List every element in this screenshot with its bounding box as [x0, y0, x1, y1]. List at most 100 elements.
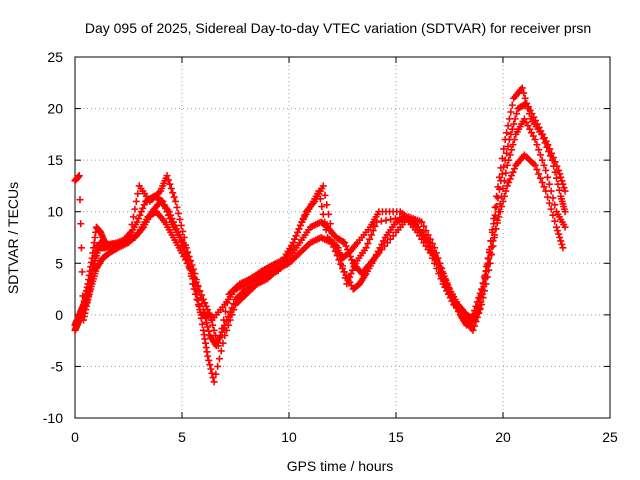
data-point	[193, 295, 201, 303]
data-point	[315, 187, 323, 195]
data-point	[545, 148, 553, 156]
data-point	[493, 192, 501, 200]
data-point	[547, 205, 555, 213]
data-point	[506, 151, 514, 159]
data-point	[162, 204, 170, 212]
data-point	[339, 238, 347, 246]
data-point	[213, 337, 221, 345]
data-point	[475, 306, 483, 314]
data-point	[224, 321, 232, 329]
data-point	[163, 172, 171, 180]
data-point	[77, 220, 85, 228]
y-tick-label: 5	[55, 255, 63, 271]
data-point	[544, 193, 552, 201]
data-point	[326, 220, 334, 228]
data-point	[163, 208, 171, 216]
data-point	[428, 254, 436, 262]
data-point	[215, 355, 223, 363]
data-point	[318, 203, 326, 211]
data-point	[501, 136, 509, 144]
data-point	[373, 218, 381, 226]
data-point	[366, 235, 374, 243]
series-trace-3	[71, 99, 569, 386]
data-point	[508, 125, 516, 133]
data-point	[321, 191, 329, 199]
data-point	[207, 365, 215, 373]
y-tick-label: 10	[47, 204, 63, 220]
y-tick-label: 25	[47, 49, 63, 65]
data-point	[551, 217, 559, 225]
data-point	[493, 216, 501, 224]
data-point	[216, 333, 224, 341]
data-point	[513, 110, 521, 118]
data-point	[533, 141, 541, 149]
data-point	[506, 175, 514, 183]
data-point	[133, 218, 141, 226]
data-point	[509, 141, 517, 149]
data-point	[509, 168, 517, 176]
data-point	[504, 122, 512, 130]
data-point	[369, 227, 377, 235]
data-point	[561, 187, 569, 195]
data-point	[503, 161, 511, 169]
data-point	[500, 145, 508, 153]
data-point	[222, 307, 230, 315]
data-point	[337, 256, 345, 264]
data-point	[557, 173, 565, 181]
data-point	[164, 176, 172, 184]
data-point	[221, 331, 229, 339]
data-point	[228, 311, 236, 319]
data-point	[136, 211, 144, 219]
data-point	[558, 240, 566, 248]
data-point	[553, 223, 560, 231]
data-point	[484, 259, 492, 267]
data-point	[496, 200, 504, 208]
data-point	[538, 178, 546, 186]
data-point	[518, 84, 526, 92]
data-point	[78, 268, 86, 276]
data-point	[505, 115, 513, 123]
y-tick-label: 20	[47, 101, 63, 117]
data-point	[316, 195, 324, 203]
data-point	[391, 215, 399, 223]
data-point	[437, 264, 445, 272]
data-point	[478, 290, 486, 298]
data-point	[205, 327, 213, 335]
y-tick-label: 15	[47, 152, 63, 168]
data-point	[424, 238, 432, 246]
data-point	[497, 177, 505, 185]
data-point	[289, 239, 297, 247]
data-point	[492, 225, 500, 233]
data-point	[498, 154, 506, 162]
series-trace-1	[71, 151, 567, 334]
y-tick-label: 0	[55, 307, 63, 323]
data-point	[177, 238, 185, 246]
data-point	[226, 316, 234, 324]
data-point	[214, 342, 222, 350]
data-point	[503, 149, 511, 157]
data-point	[127, 228, 135, 236]
data-point	[544, 173, 552, 181]
data-point	[551, 168, 559, 176]
data-point	[531, 161, 539, 169]
data-point	[205, 356, 213, 364]
data-point	[551, 201, 559, 209]
data-point	[538, 156, 546, 164]
data-point	[491, 211, 499, 219]
data-point	[502, 169, 510, 177]
data-point	[323, 201, 331, 209]
data-point	[342, 242, 350, 250]
data-point	[559, 244, 567, 252]
data-point	[164, 211, 172, 219]
data-point	[545, 180, 553, 188]
x-tick-label: 5	[178, 429, 186, 445]
data-point	[169, 189, 177, 197]
data-point	[488, 226, 496, 234]
data-point	[362, 244, 370, 252]
data-point	[437, 275, 445, 283]
data-point	[328, 229, 336, 237]
data-point	[543, 143, 551, 151]
data-point	[505, 178, 513, 186]
data-point	[208, 369, 216, 377]
data-point	[319, 210, 327, 218]
